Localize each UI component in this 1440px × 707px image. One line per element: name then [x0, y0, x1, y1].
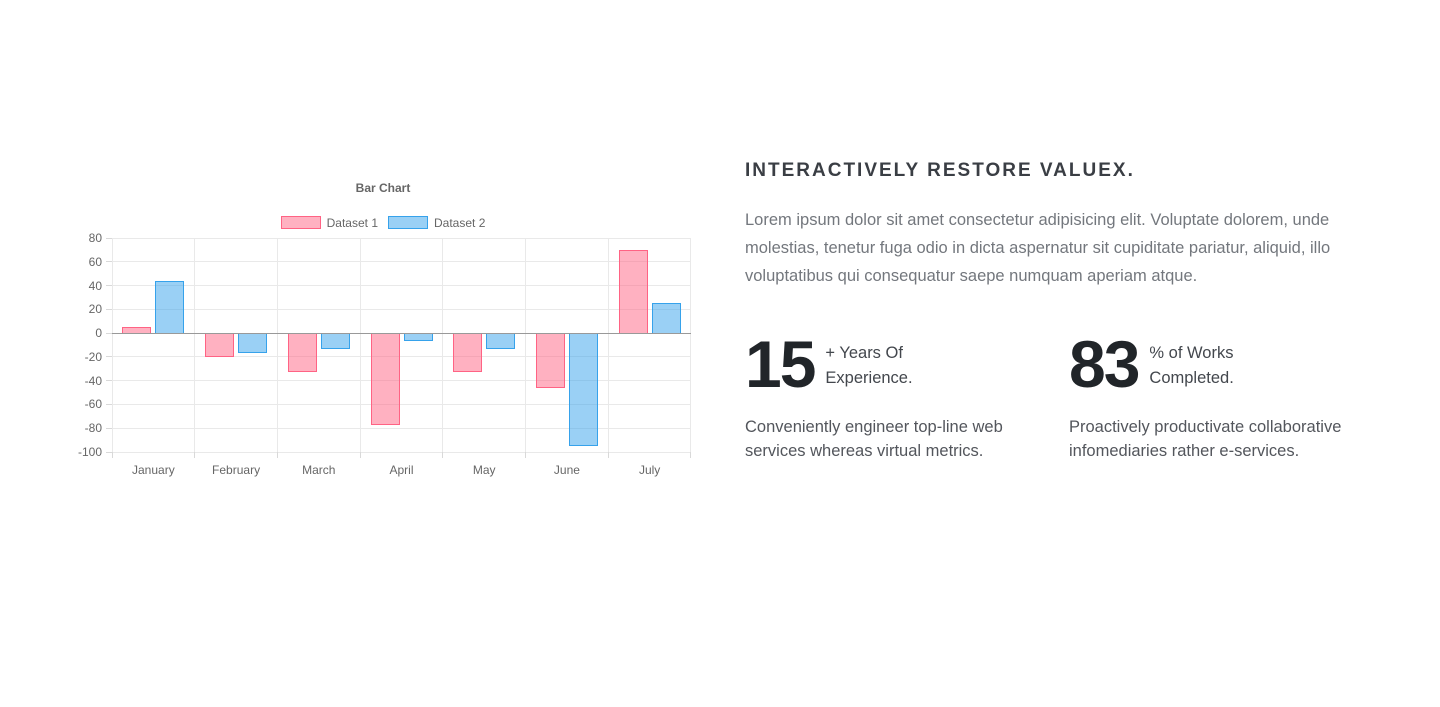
- stat-label-line: + Years Of: [825, 344, 903, 362]
- legend-label: Dataset 1: [326, 215, 378, 230]
- x-axis-label: March: [302, 463, 336, 477]
- chart-legend: Dataset 1 Dataset 2: [75, 215, 691, 230]
- stat-works-completed: 83 % of Works Completed. Proactively pro…: [1069, 327, 1379, 463]
- stat-description: Proactively productivate collaborative i…: [1069, 418, 1342, 460]
- grid-line-v: [194, 238, 196, 452]
- x-axis-tick: [359, 452, 361, 458]
- bar-dataset1-january: [122, 327, 152, 334]
- y-axis-tick: [106, 451, 112, 453]
- chart-title: Bar Chart: [355, 181, 411, 195]
- legend-label: Dataset 2: [434, 215, 486, 230]
- bar-dataset1-june: [535, 333, 565, 388]
- y-axis-label: -20: [84, 349, 102, 364]
- stat-years-experience: 15 + Years Of Experience. Conveniently e…: [745, 327, 1055, 463]
- y-axis-tick: [106, 285, 112, 287]
- grid-line-v: [276, 238, 278, 452]
- grid-line-v: [690, 238, 691, 452]
- bar-dataset1-july: [618, 249, 648, 334]
- y-axis-label: -80: [84, 421, 102, 436]
- plot-area: 80 60 40 20 0 -20 -40 -60 -80 -100 January February…: [78, 231, 691, 477]
- x-axis-tick: [607, 452, 609, 458]
- bar-chart: Bar Chart Dataset 1 Dataset 2 80 60 40 20 0 -2…: [75, 181, 691, 481]
- x-axis-tick: [690, 452, 691, 458]
- x-axis-tick: [111, 452, 113, 458]
- y-axis-label: -40: [84, 373, 102, 388]
- grid-line-v: [111, 238, 113, 452]
- x-axis-tick: [442, 452, 444, 458]
- x-axis-label: January: [132, 463, 175, 477]
- bar-dataset1-february: [205, 333, 235, 357]
- stat-label: % of Works Completed.: [1149, 341, 1233, 392]
- grid-line-h: [112, 451, 691, 453]
- stat-label-line: Experience.: [825, 369, 913, 387]
- legend-swatch: [280, 216, 321, 229]
- y-axis-tick: [106, 332, 112, 334]
- bar-dataset2-april: [403, 333, 433, 342]
- stat-label-line: % of Works: [1149, 344, 1234, 362]
- intro-paragraph: Lorem ipsum dolor sit amet consectetur a…: [745, 211, 1331, 285]
- bar-dataset2-june: [568, 333, 598, 447]
- zero-line: [112, 332, 691, 334]
- y-axis-label: 80: [88, 231, 102, 245]
- bar-dataset1-march: [287, 333, 317, 373]
- y-axis-label: -100: [77, 445, 102, 459]
- bar-dataset1-may: [453, 333, 483, 373]
- y-axis-tick: [106, 237, 112, 239]
- y-axis-tick: [106, 356, 112, 358]
- stat-label: + Years Of Experience.: [825, 341, 912, 392]
- grid-line-h: [112, 261, 691, 263]
- stat-value: 83: [1069, 327, 1140, 401]
- y-axis-label: 40: [88, 278, 102, 293]
- y-axis-tick: [106, 308, 112, 310]
- x-axis-label: April: [389, 463, 414, 477]
- stat-header: 15 + Years Of Experience.: [745, 327, 1055, 401]
- y-axis-label: 20: [88, 302, 102, 317]
- section-heading: INTERACTIVELY RESTORE VALUEX.: [745, 160, 1135, 181]
- y-axis-tick: [106, 261, 112, 263]
- grid-line-h: [112, 427, 691, 429]
- grid-line-h: [112, 308, 691, 310]
- content-section: INTERACTIVELY RESTORE VALUEX. Lorem ipsu…: [745, 161, 1385, 463]
- grid-line-v: [442, 238, 444, 452]
- x-axis-tick: [525, 452, 527, 458]
- x-axis-label: May: [472, 463, 496, 477]
- x-axis-label: June: [553, 463, 580, 477]
- bar-dataset1-april: [370, 333, 400, 425]
- y-axis-tick: [106, 380, 112, 382]
- stat-description: Conveniently engineer top-line web servi…: [745, 418, 1003, 460]
- legend-item-2[interactable]: Dataset 2: [388, 216, 485, 229]
- x-axis-tick: [194, 452, 196, 458]
- x-axis-label: February: [212, 463, 261, 477]
- stat-value: 15: [745, 327, 816, 401]
- stat-header: 83 % of Works Completed.: [1069, 327, 1379, 401]
- grid-line-h: [112, 380, 691, 382]
- grid-line-h: [112, 403, 691, 405]
- x-axis-label: July: [638, 463, 661, 477]
- y-axis-label: -60: [84, 397, 102, 412]
- grid-line-v: [607, 238, 609, 452]
- grid-line-v: [525, 238, 527, 452]
- y-axis-tick: [106, 427, 112, 429]
- bar-dataset2-january: [155, 280, 185, 334]
- bar-dataset2-may: [486, 333, 516, 349]
- legend-swatch: [388, 216, 428, 229]
- x-axis-tick: [276, 452, 278, 458]
- bar-dataset2-february: [238, 333, 268, 354]
- y-axis-label: 60: [88, 254, 102, 269]
- bar-dataset2-july: [651, 303, 681, 334]
- legend-item-1[interactable]: Dataset 1: [280, 215, 378, 230]
- stats-row: 15 + Years Of Experience. Conveniently e…: [745, 327, 1385, 463]
- y-axis-tick: [106, 403, 112, 405]
- grid-line-h: [112, 237, 691, 239]
- y-axis-label: 0: [95, 326, 102, 341]
- bar-dataset2-march: [320, 333, 350, 349]
- grid-line-h: [112, 285, 691, 287]
- grid-line-v: [359, 238, 361, 452]
- grid-line-h: [112, 356, 691, 358]
- stat-label-line: Completed.: [1149, 369, 1234, 387]
